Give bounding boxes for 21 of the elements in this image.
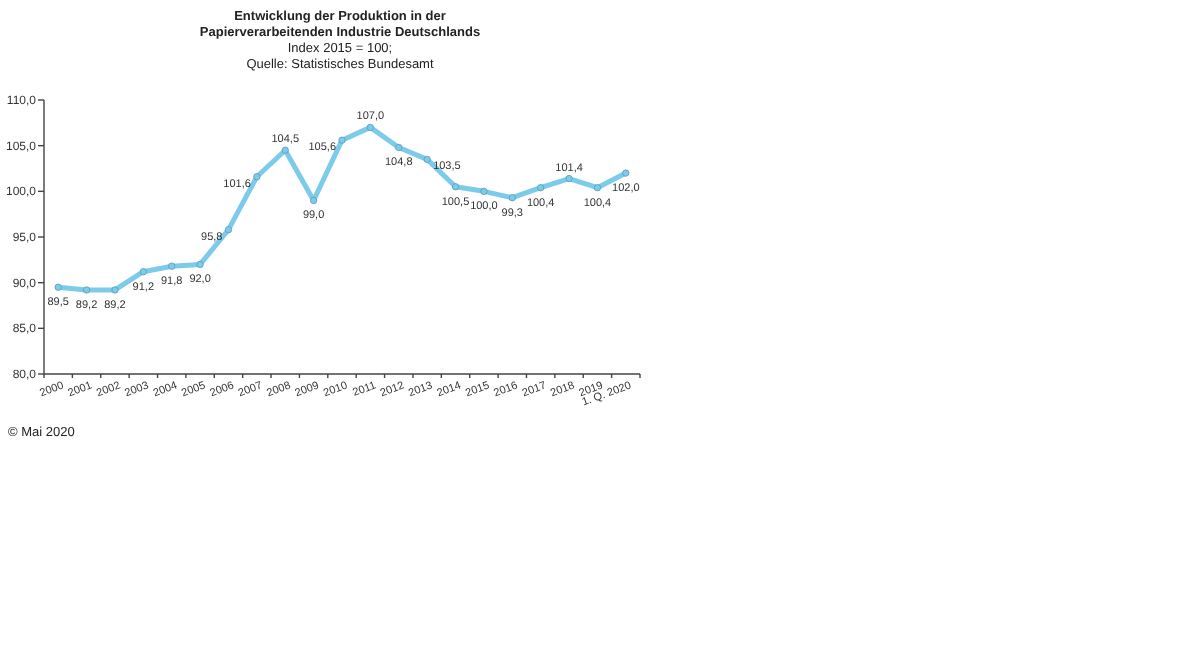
point	[565, 174, 573, 183]
point	[310, 196, 318, 205]
point	[82, 286, 91, 294]
point	[54, 283, 62, 291]
point	[480, 187, 488, 195]
point	[451, 183, 460, 191]
point	[196, 260, 204, 268]
point	[423, 155, 431, 163]
point	[139, 268, 147, 276]
point	[338, 136, 346, 144]
point	[593, 184, 602, 192]
point	[111, 286, 119, 294]
point	[366, 123, 374, 131]
point	[281, 146, 289, 154]
point	[168, 262, 176, 270]
point	[537, 184, 545, 192]
point	[395, 143, 403, 152]
point	[253, 173, 261, 181]
point	[224, 226, 233, 234]
point	[622, 169, 630, 177]
point	[508, 194, 516, 202]
